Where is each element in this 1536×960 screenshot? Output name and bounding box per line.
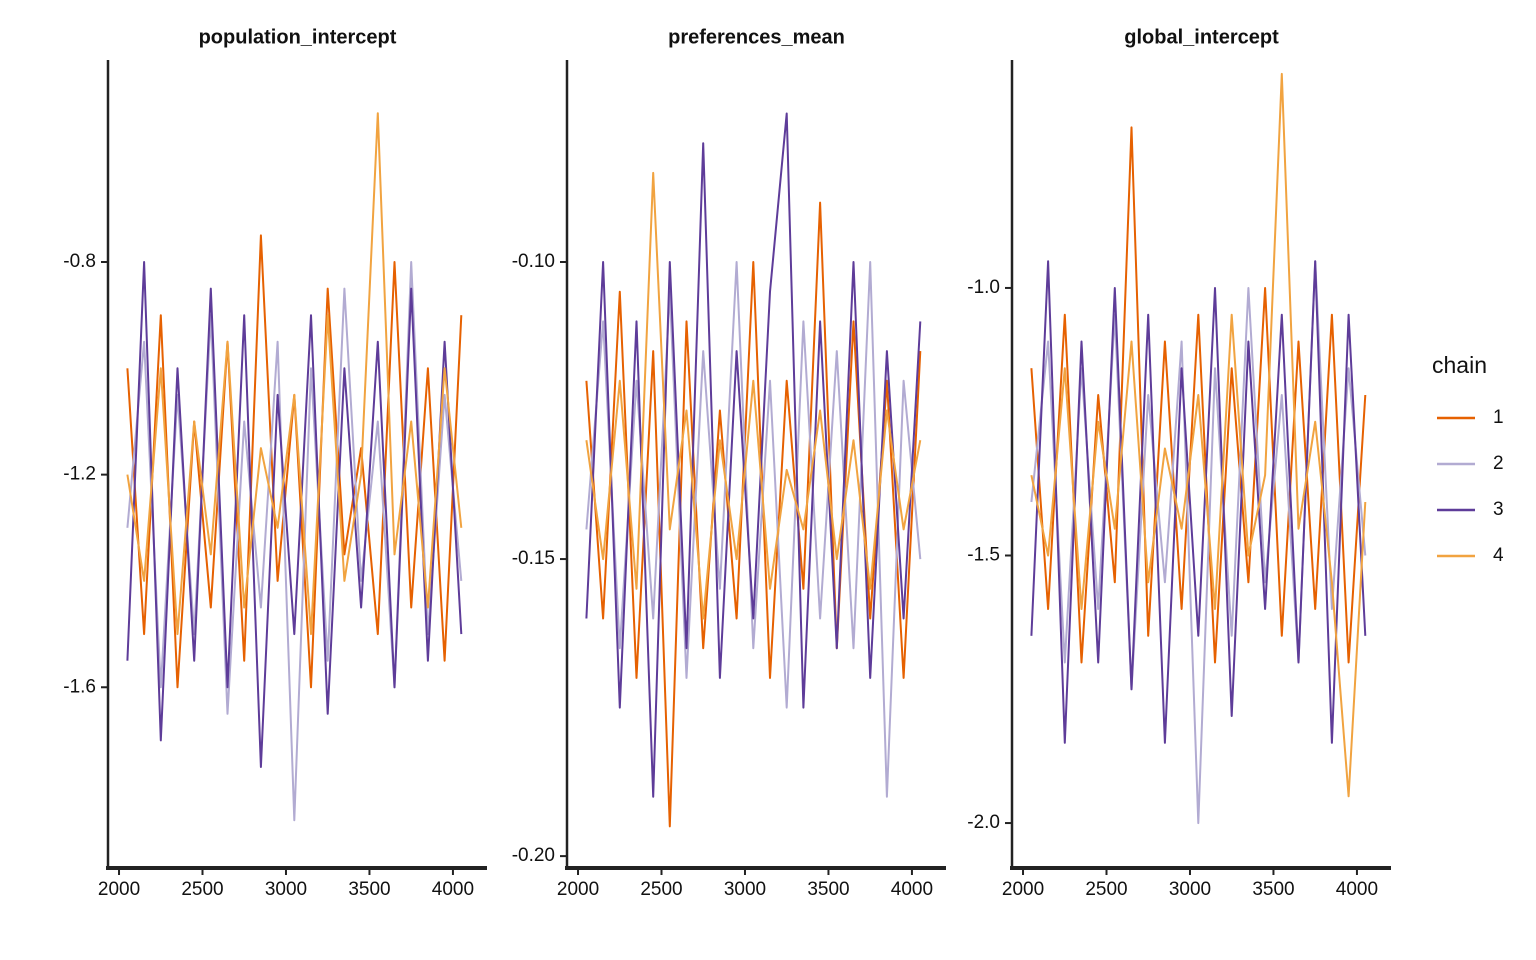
legend-label: 4	[1493, 545, 1504, 566]
x-tick-label: 3000	[724, 879, 766, 900]
panel-title: population_intercept	[199, 26, 397, 48]
x-tick-label: 4000	[891, 879, 933, 900]
x-tick-label: 3000	[1169, 879, 1211, 900]
x-tick-label: 4000	[1336, 879, 1378, 900]
trace-line	[585, 171, 922, 620]
x-tick-label: 2000	[557, 879, 599, 900]
x-tick-label: 2000	[98, 879, 140, 900]
y-tick-label: -1.5	[967, 545, 1000, 566]
y-tick-label: -1.6	[63, 676, 96, 697]
x-tick-label: 2000	[1002, 879, 1044, 900]
x-tick-label: 4000	[432, 879, 474, 900]
legend-label: 3	[1493, 499, 1504, 520]
y-tick-label: -1.0	[967, 277, 1000, 298]
y-tick-label: -0.15	[512, 548, 555, 569]
x-tick-label: 3500	[348, 879, 390, 900]
trace-line	[585, 201, 922, 828]
trace-line	[126, 112, 463, 636]
x-tick-label: 3000	[265, 879, 307, 900]
legend-label: 1	[1493, 407, 1504, 428]
legend-title: chain	[1432, 352, 1487, 378]
trace-line	[585, 112, 922, 798]
trace-line	[1030, 72, 1367, 798]
trace-line	[126, 261, 463, 768]
trace-line	[126, 261, 463, 822]
y-tick-label: -0.8	[63, 251, 96, 272]
x-tick-label: 2500	[181, 879, 223, 900]
x-tick-label: 3500	[1252, 879, 1294, 900]
y-tick-label: -2.0	[967, 812, 1000, 833]
trace-line	[1030, 126, 1367, 664]
y-tick-label: -1.2	[63, 464, 96, 485]
x-tick-label: 2500	[1085, 879, 1127, 900]
trace-line	[1030, 260, 1367, 744]
x-tick-label: 3500	[807, 879, 849, 900]
panel-title: preferences_mean	[668, 26, 845, 48]
legend-label: 2	[1493, 453, 1504, 474]
y-tick-label: -0.20	[512, 845, 555, 866]
panel-title: global_intercept	[1124, 26, 1279, 48]
y-tick-label: -0.10	[512, 251, 555, 272]
x-tick-label: 2500	[640, 879, 682, 900]
